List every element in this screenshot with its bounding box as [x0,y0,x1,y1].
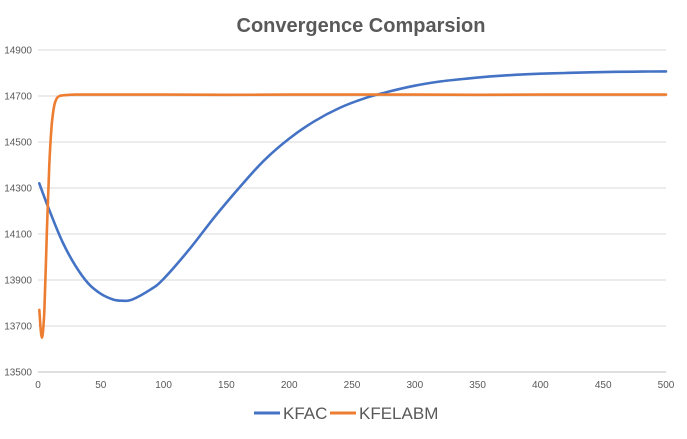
x-tick-label-250: 250 [344,380,361,391]
x-axis-tick-labels: 0 50 100 150 200 250 300 350 400 450 500 [35,380,675,391]
chart-title: Convergence Comparsion [237,15,486,37]
x-tick-label-50: 50 [95,380,107,391]
series-line-kfac [38,70,668,303]
x-tick-label-400: 400 [532,380,549,391]
x-tick-label-300: 300 [406,380,423,391]
legend-label-kfelabm: KFELABM [359,404,438,423]
x-tick-label-0: 0 [35,380,41,391]
legend: KFAC KFELABM [254,404,438,423]
gridlines [38,49,666,327]
y-tick-label-14700: 14700 [4,92,32,103]
y-axis-tick-labels: 13500 13700 13900 14100 14300 14500 14700 14900 [4,46,32,379]
y-tick-label-14300: 14300 [4,184,32,195]
x-tick-label-150: 150 [218,380,235,391]
x-tick-label-350: 350 [469,380,486,391]
y-tick-label-13500: 13500 [4,368,32,379]
x-tick-label-500: 500 [658,380,675,391]
x-tick-label-100: 100 [155,380,172,391]
x-tick-label-200: 200 [281,380,298,391]
series-line-kfelabm [38,93,668,339]
y-tick-label-13700: 13700 [4,322,32,333]
y-tick-label-14500: 14500 [4,138,32,149]
legend-label-kfac: KFAC [283,404,327,423]
y-tick-label-14100: 14100 [4,230,32,241]
y-tick-label-13900: 13900 [4,276,32,287]
x-tick-label-450: 450 [595,380,612,391]
series-lines [38,70,668,339]
y-tick-label-14900: 14900 [4,46,32,57]
